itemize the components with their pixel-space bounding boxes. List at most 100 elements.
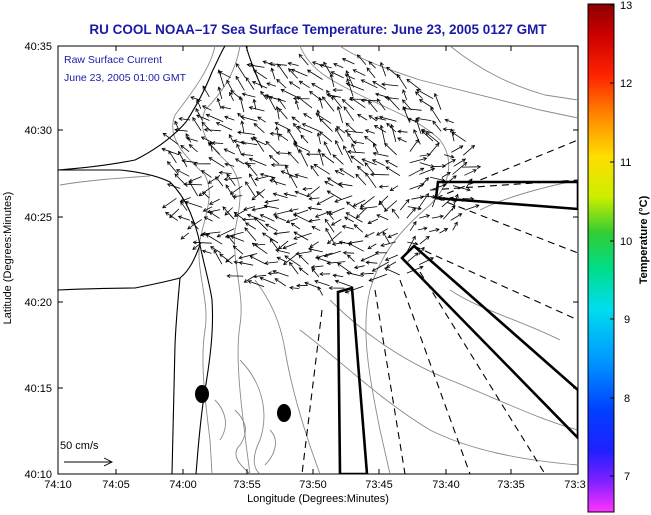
current-vector-head	[390, 123, 395, 129]
current-vector-head	[293, 236, 298, 240]
current-vector-head	[406, 78, 411, 83]
current-vector-head	[368, 277, 373, 282]
current-vector-head	[384, 142, 389, 147]
current-vector-head	[332, 88, 337, 93]
current-vector-head	[472, 169, 477, 173]
current-vector-head	[237, 130, 242, 135]
current-vector	[253, 123, 265, 134]
current-vector-head	[240, 120, 245, 125]
current-vector	[425, 132, 440, 144]
current-vector-head	[349, 97, 355, 101]
current-vector-head	[347, 242, 352, 247]
current-vector	[218, 69, 225, 88]
current-vector-head	[226, 79, 231, 84]
current-vector-head	[386, 122, 391, 127]
current-vector-head	[364, 135, 369, 140]
current-vector-head	[330, 221, 336, 226]
current-vector	[196, 99, 202, 109]
current-vector	[368, 100, 378, 113]
current-vector-head	[295, 251, 300, 256]
current-vector-head	[307, 247, 313, 252]
current-vector-head	[323, 253, 329, 258]
current-vector	[380, 125, 386, 144]
current-vector	[336, 126, 346, 134]
current-vector-head	[223, 177, 228, 182]
current-vector	[253, 69, 268, 80]
current-vector	[360, 195, 375, 208]
current-vector-head	[273, 231, 278, 236]
current-vector	[331, 71, 344, 79]
current-vector	[413, 129, 421, 145]
current-vector-head	[208, 211, 214, 216]
current-vector-head	[201, 121, 206, 126]
current-vector	[346, 78, 354, 97]
survey-polygon-diagonal	[400, 244, 578, 440]
current-vector-head	[452, 198, 458, 203]
current-vector	[365, 172, 377, 189]
current-vector-head	[238, 95, 243, 101]
current-vector-head	[311, 267, 316, 273]
current-vector	[345, 74, 355, 80]
current-vector	[273, 231, 290, 235]
current-vector	[202, 85, 210, 98]
current-vector-head	[366, 67, 371, 72]
current-vector-head	[385, 166, 390, 171]
current-vector-head	[376, 214, 381, 218]
current-vector-head	[283, 192, 288, 197]
current-vector	[307, 186, 320, 197]
current-vector-head	[365, 172, 369, 177]
current-vector	[419, 168, 435, 175]
current-vector	[369, 273, 387, 282]
current-vector-head	[201, 249, 207, 254]
current-vector-head	[339, 168, 344, 172]
current-vector	[205, 234, 223, 245]
current-vector-head	[284, 164, 289, 169]
current-vector	[245, 77, 255, 90]
current-vector-head	[161, 147, 166, 152]
current-vector	[298, 149, 309, 167]
surface-current-vectors	[161, 53, 482, 296]
current-vector-head	[323, 141, 328, 146]
current-vector-head	[268, 95, 273, 100]
current-vector-head	[378, 115, 384, 120]
current-vector-head	[247, 163, 252, 169]
current-vector	[262, 232, 279, 244]
current-vector-head	[178, 116, 183, 121]
current-vector-head	[368, 115, 373, 119]
current-vector-head	[329, 73, 334, 78]
current-vector	[271, 176, 278, 186]
current-vector	[180, 201, 188, 211]
current-vector	[276, 79, 287, 89]
current-vector-head	[374, 92, 380, 97]
colorbar-tick-label: 8	[624, 393, 630, 405]
current-vector	[195, 108, 203, 121]
current-vector-head	[411, 207, 416, 212]
survey-polygons	[336, 180, 578, 474]
current-vector-head	[334, 198, 339, 203]
current-vector	[241, 153, 254, 156]
current-vector-head	[215, 122, 221, 126]
current-vector	[204, 129, 221, 132]
current-vector-head	[277, 97, 282, 102]
current-vector-head	[449, 128, 454, 133]
current-vector	[309, 197, 320, 200]
current-vector-head	[442, 127, 447, 132]
current-vector-head	[352, 140, 357, 145]
current-vector-head	[477, 164, 482, 169]
current-vector	[384, 200, 398, 212]
current-vector	[452, 162, 467, 175]
current-vector-head	[429, 257, 435, 262]
current-vector-head	[374, 116, 379, 121]
current-vector	[311, 226, 321, 232]
current-vector	[251, 188, 266, 201]
current-vector	[372, 261, 390, 272]
current-vector-head	[246, 63, 251, 68]
current-vector-head	[325, 227, 330, 232]
current-vector	[241, 121, 245, 134]
current-vector	[373, 152, 389, 157]
current-vector	[327, 231, 342, 244]
current-vector-head	[227, 234, 231, 239]
current-vector-head	[313, 163, 318, 168]
current-vector	[238, 253, 258, 259]
current-vector-head	[387, 234, 392, 239]
